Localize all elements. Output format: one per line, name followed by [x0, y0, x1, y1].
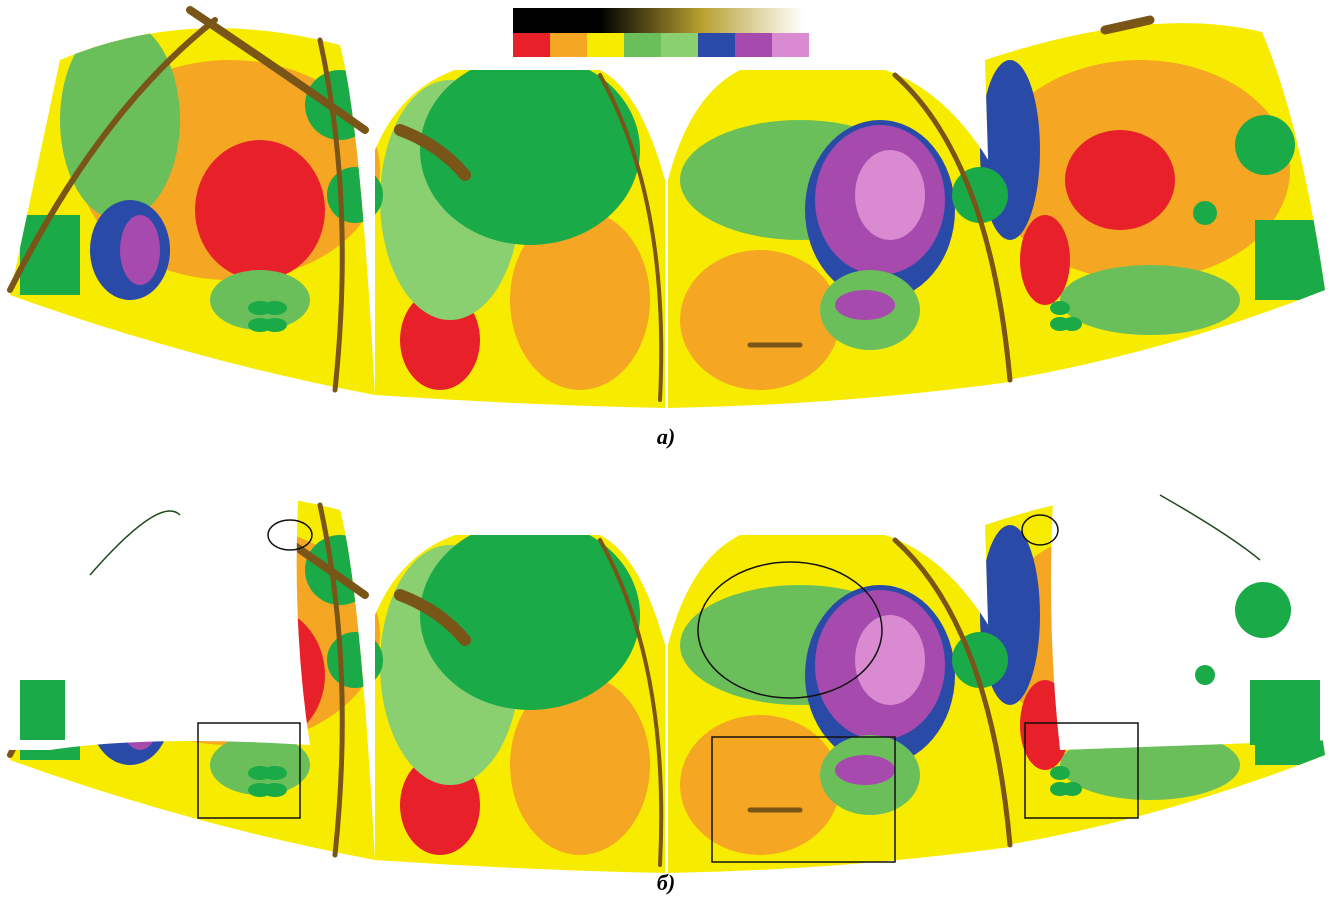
- marker: [1235, 582, 1291, 638]
- panel-a-map: [0, 0, 1333, 420]
- figure: а) б): [0, 0, 1333, 906]
- marker: [1250, 680, 1320, 745]
- page: {"panels": [{"label": "а)"}, {"label": "…: [0, 0, 1333, 906]
- panel-label: б): [657, 870, 675, 895]
- colorbar-gradient: [513, 8, 803, 33]
- body: а) б) (() => { const data = JSON.parse(d…: [0, 0, 1333, 906]
- masked-areas: [0, 465, 1333, 750]
- marker: [20, 680, 65, 740]
- panel-b: б): [0, 465, 1333, 895]
- panel-label: а): [657, 424, 675, 449]
- colorbar-swatches: [513, 33, 809, 57]
- marker: [1195, 665, 1215, 685]
